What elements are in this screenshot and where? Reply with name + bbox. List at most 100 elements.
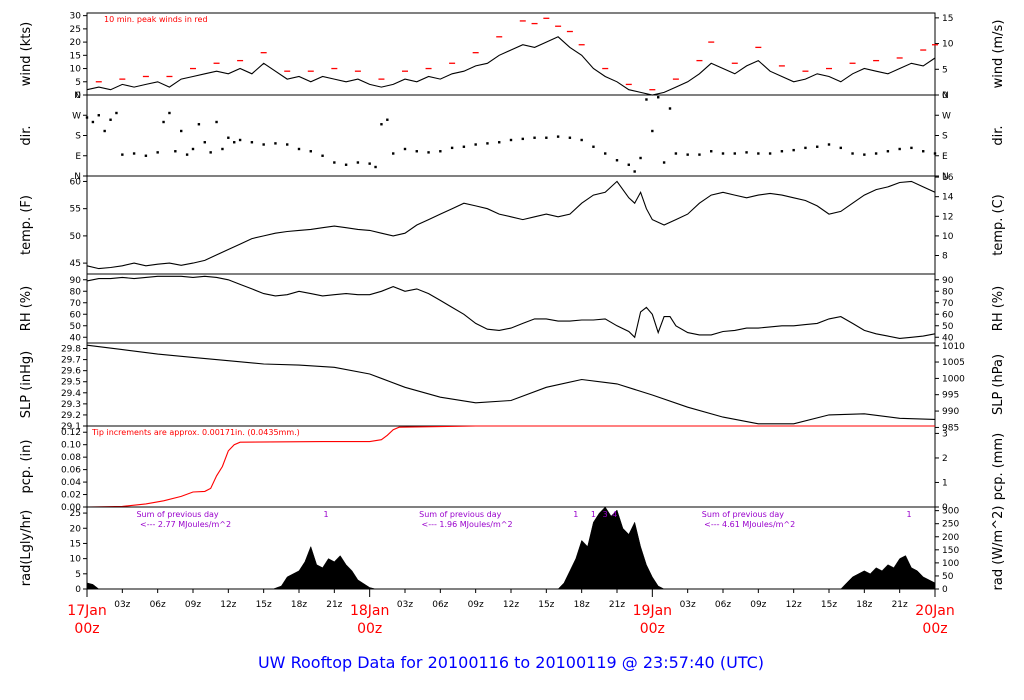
slp-left-tick-label: 29.5: [61, 378, 81, 388]
dir-point: [592, 145, 595, 148]
rad-right-tick-label: 0: [942, 585, 948, 595]
dir-point: [156, 151, 159, 154]
rad-right-tick-label: 250: [942, 520, 959, 530]
wind-frame: [86, 12, 936, 96]
dir-point: [250, 141, 254, 144]
temp-right-tick-label: 12: [942, 212, 953, 222]
slp-ylabel-right: SLP (hPa): [991, 354, 1006, 415]
dir-point: [85, 116, 89, 119]
rad-left-tick-label: 25: [70, 509, 81, 519]
dir-point: [633, 170, 636, 173]
dir-point: [674, 152, 678, 155]
rh-left-tick-label: 70: [70, 299, 82, 309]
dir-point: [804, 146, 807, 150]
dir-point: [898, 147, 901, 151]
wind-right-tick-label: 5: [942, 65, 948, 75]
slp-left-tick-label: 29.8: [61, 345, 81, 355]
slp-right-tick-label: 990: [942, 407, 959, 417]
rh-left-tick-label: 40: [70, 333, 82, 343]
rad-left-tick-label: 5: [75, 570, 81, 580]
slp-left-tick-label: 29.7: [61, 356, 81, 366]
dir-point: [662, 161, 666, 164]
dir-point: [827, 143, 831, 146]
dir-point: [545, 136, 548, 139]
dir-point: [403, 147, 407, 151]
dir-point: [103, 129, 106, 133]
dir-point: [180, 129, 183, 133]
dir-point: [863, 153, 866, 156]
dir-point: [615, 159, 619, 162]
rh-right-tick-label: 50: [942, 322, 954, 332]
pcp-left-tick-label: 0.10: [61, 441, 81, 451]
rad-left-tick-label: 0: [75, 585, 81, 595]
dir-point: [450, 146, 454, 150]
dir-point: [768, 152, 772, 155]
dir-point: [886, 150, 890, 153]
rad-left-tick-label: 20: [70, 524, 82, 534]
slp-ylabel-left: SLP (inHg): [19, 351, 34, 419]
x-hour-label: 09z: [750, 600, 766, 610]
wind-left-tick-label: 25: [70, 25, 81, 35]
wind-left-tick-label: 5: [75, 78, 81, 88]
pcp-annotation: Tip increments are approx. 0.00171in. (0…: [91, 428, 300, 437]
radiation-area: [86, 506, 936, 590]
dir-point: [368, 162, 371, 165]
rad-right-tick-label: 100: [942, 559, 959, 569]
dir-point: [297, 147, 301, 151]
pcp-series-line: [86, 425, 935, 508]
wind-left-tick-label: 20: [70, 38, 82, 48]
slp-right-tick-label: 1005: [942, 358, 965, 368]
x-hour-label: 15z: [821, 600, 837, 610]
dir-point: [121, 153, 124, 156]
x-hour-label: 15z: [538, 600, 554, 610]
wind-right-tick-label: 0: [942, 91, 948, 101]
x-day-label: 18Jan: [350, 603, 389, 619]
dir-point: [215, 120, 218, 124]
slp-frame: [86, 342, 936, 427]
temp-right-tick-label: 16: [942, 173, 954, 183]
panel-slp: 29.129.229.329.429.529.629.729.8 985 990 99…: [19, 342, 1006, 434]
dir-point: [462, 145, 466, 148]
dir-left-tick-label: E: [75, 152, 81, 162]
rad-annotation: <--- 1.96 MJoules/m^2: [421, 520, 512, 529]
rh-left-tick-label: 80: [70, 287, 82, 297]
rh-frame: [86, 273, 936, 344]
rad-marker: 1: [324, 510, 329, 519]
temp-ylabel-left: temp. (F): [19, 195, 34, 255]
dir-point: [97, 114, 100, 117]
rh-right-tick-label: 40: [942, 333, 954, 343]
x-hour-label: 21z: [892, 600, 908, 610]
dir-point: [556, 135, 560, 138]
slp-right-tick-label: 1000: [942, 374, 965, 384]
rad-annotation: Sum of previous day: [702, 510, 784, 519]
dir-point: [356, 161, 360, 164]
rad-annotation: <--- 2.77 MJoules/m^2: [140, 520, 231, 529]
dir-point: [115, 111, 118, 115]
slp-left-tick-label: 29.2: [61, 411, 81, 421]
dir-point: [109, 118, 112, 121]
x-day-time: 00z: [922, 621, 947, 637]
x-hour-label: 03z: [680, 600, 696, 610]
wind-left-tick-label: 10: [70, 65, 82, 75]
dir-point: [816, 145, 819, 148]
pcp-left-tick-label: 0.04: [61, 478, 81, 488]
temp-frame: [86, 175, 936, 275]
x-day-label: 19Jan: [633, 603, 672, 619]
dir-point: [132, 152, 136, 155]
temp-left-tick-label: 60: [70, 177, 82, 187]
dir-point: [568, 136, 572, 139]
temp-ylabel-right: temp. (C): [991, 194, 1006, 256]
pcp-right-tick-label: 1: [942, 478, 948, 488]
x-hour-label: 15z: [256, 600, 272, 610]
temp-right-tick-label: 10: [942, 232, 954, 242]
x-day-label: 17Jan: [67, 603, 106, 619]
x-hour-label: 06z: [432, 600, 448, 610]
rh-right-tick-label: 60: [942, 310, 954, 320]
dir-point: [427, 151, 430, 154]
pcp-left-tick-label: 0.06: [61, 466, 81, 476]
rad-left-tick-label: 10: [70, 555, 82, 565]
dir-left-tick-label: N: [74, 172, 81, 182]
slp-left-tick-label: 29.4: [61, 389, 81, 399]
